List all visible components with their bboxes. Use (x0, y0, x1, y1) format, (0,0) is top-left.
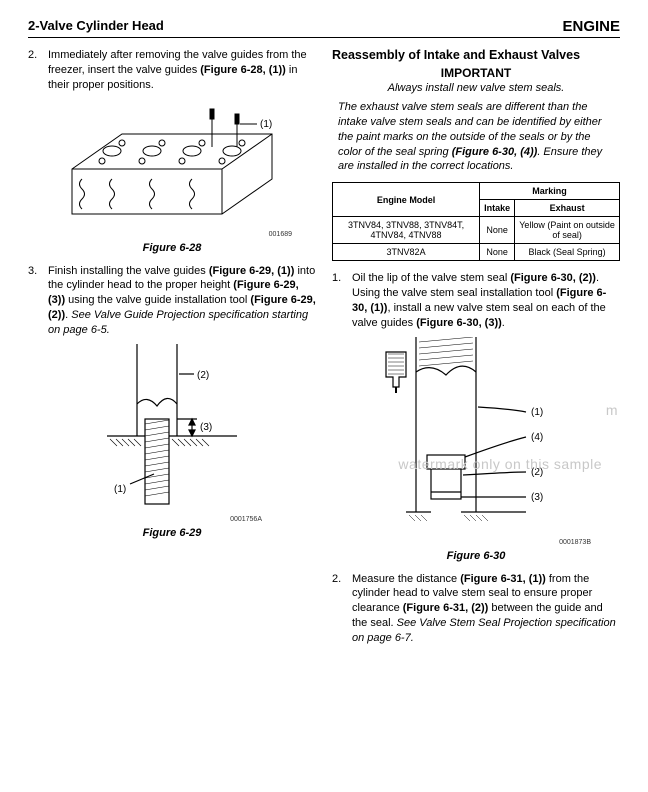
figure-6-28: (1) (28, 99, 316, 229)
figure-ref: (Figure 6-30, (4)) (452, 146, 538, 158)
valve-guide-diagram: (2) (3) (1) (82, 344, 262, 514)
th-intake: Intake (480, 200, 515, 217)
table-row: 3TNV82A None Black (Seal Spring) (333, 244, 620, 261)
figure-id: 0001873B (361, 539, 591, 546)
header-chapter-title: ENGINE (562, 18, 620, 35)
th-exhaust: Exhaust (515, 200, 620, 217)
right-column: Reassembly of Intake and Exhaust Valves … (332, 48, 620, 652)
left-step-2: 2. Immediately after removing the valve … (28, 48, 316, 93)
left-column: 2. Immediately after removing the valve … (28, 48, 316, 652)
valve-stem-seal-diagram: (1) (4) (2) (3) (361, 337, 591, 537)
figure-ref: (Figure 6-29, (1)) (209, 265, 295, 277)
cell-intake: None (480, 217, 515, 244)
figure-caption: Figure 6-28 (28, 242, 316, 254)
text: . (502, 317, 505, 329)
right-step-2: 2. Measure the distance (Figure 6-31, (1… (332, 572, 620, 646)
step-body: Oil the lip of the valve stem seal (Figu… (352, 271, 620, 330)
content-columns: 2. Immediately after removing the valve … (28, 48, 620, 652)
cell-model: 3TNV84, 3TNV88, 3TNV84T, 4TNV84, 4TNV88 (333, 217, 480, 244)
marking-table: Engine Model Marking Intake Exhaust 3TNV… (332, 182, 620, 261)
callout-3: (3) (200, 422, 212, 433)
figure-ref: (Figure 6-28, (1)) (200, 64, 286, 76)
section-heading: Reassembly of Intake and Exhaust Valves (332, 48, 620, 62)
figure-ref: (Figure 6-31, (1)) (460, 573, 546, 585)
figure-caption: Figure 6-29 (28, 527, 316, 539)
important-note-2: The exhaust valve stem seals are differe… (332, 100, 620, 174)
callout-1: (1) (114, 484, 126, 495)
text: using the valve guide installation tool (65, 294, 250, 306)
step-body: Immediately after removing the valve gui… (48, 48, 316, 93)
figure-ref: (Figure 6-31, (2)) (403, 602, 489, 614)
th-marking: Marking (480, 183, 620, 200)
step-number: 2. (28, 48, 42, 93)
cross-ref: See Valve Guide Projection specification… (48, 309, 308, 336)
cell-model: 3TNV82A (333, 244, 480, 261)
page-header: 2-Valve Cylinder Head ENGINE (28, 18, 620, 38)
figure-6-30: (1) (4) (2) (3) (332, 337, 620, 537)
step-body: Measure the distance (Figure 6-31, (1)) … (352, 572, 620, 646)
figure-ref: (Figure 6-30, (3)) (416, 317, 502, 329)
important-label: IMPORTANT (332, 66, 620, 80)
step-body: Finish installing the valve guides (Figu… (48, 264, 316, 338)
text: Finish installing the valve guides (48, 265, 209, 277)
callout-2: (2) (197, 370, 209, 381)
left-step-3: 3. Finish installing the valve guides (F… (28, 264, 316, 338)
cell-exhaust: Black (Seal Spring) (515, 244, 620, 261)
callout-3: (3) (531, 492, 543, 503)
cell-intake: None (480, 244, 515, 261)
callout-4: (4) (531, 432, 543, 443)
table-row: 3TNV84, 3TNV88, 3TNV84T, 4TNV84, 4TNV88 … (333, 217, 620, 244)
figure-id: 001689 (52, 231, 292, 238)
right-step-1: 1. Oil the lip of the valve stem seal (F… (332, 271, 620, 330)
cell-exhaust: Yellow (Paint on outside of seal) (515, 217, 620, 244)
step-number: 1. (332, 271, 346, 330)
text: Measure the distance (352, 573, 460, 585)
callout-1: (1) (260, 119, 272, 130)
callout-1: (1) (531, 407, 543, 418)
figure-6-29: (2) (3) (1) (28, 344, 316, 514)
step-number: 3. (28, 264, 42, 338)
step-number: 2. (332, 572, 346, 646)
th-engine-model: Engine Model (333, 183, 480, 217)
cylinder-head-illustration: (1) (52, 99, 292, 229)
text: Oil the lip of the valve stem seal (352, 272, 510, 284)
figure-caption: Figure 6-30 (332, 550, 620, 562)
figure-ref: (Figure 6-30, (2)) (510, 272, 596, 284)
important-note-1: Always install new valve stem seals. (332, 82, 620, 94)
callout-2: (2) (531, 467, 543, 478)
header-section-title: 2-Valve Cylinder Head (28, 18, 164, 35)
figure-id: 0001756A (82, 516, 262, 523)
